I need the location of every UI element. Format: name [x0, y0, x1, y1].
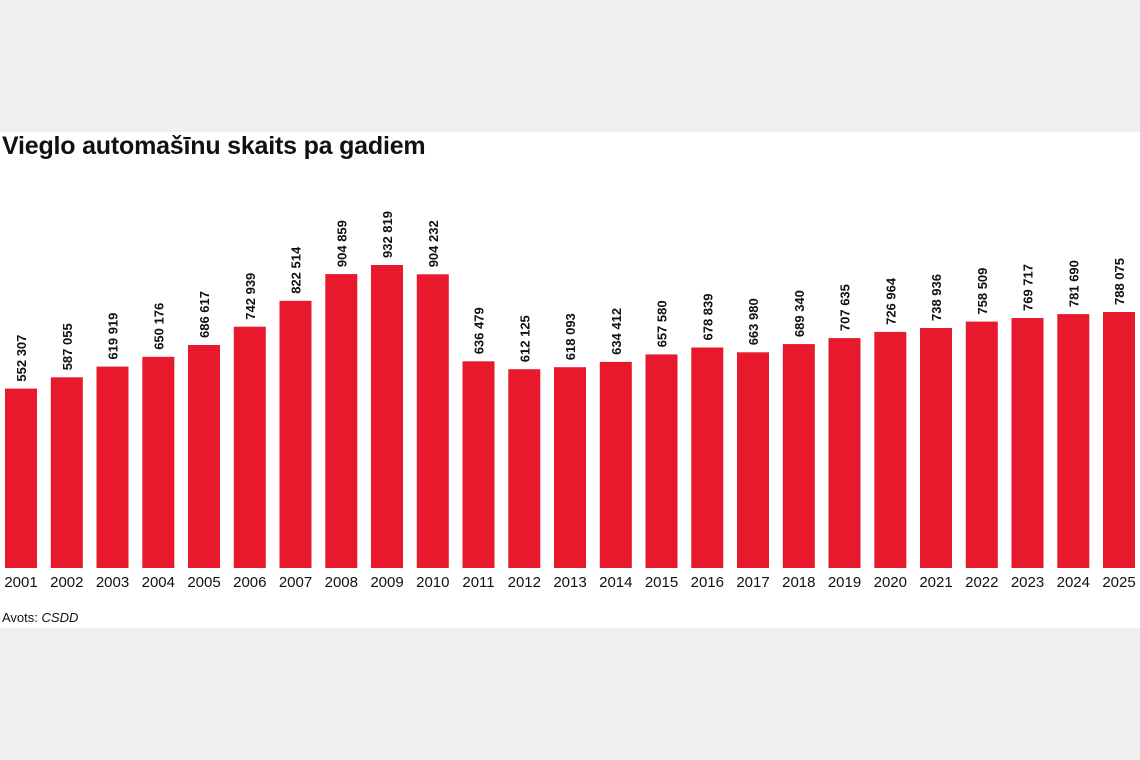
value-label: 904 859	[334, 220, 349, 267]
bar-2011	[462, 361, 495, 568]
chart-title: Vieglo automašīnu skaits pa gadiem	[2, 132, 426, 160]
bar-2021	[920, 328, 952, 568]
bar-2020	[874, 331, 907, 568]
value-label: 738 936	[929, 274, 944, 321]
year-label: 2022	[965, 574, 998, 591]
value-label: 726 964	[883, 277, 898, 325]
year-label: 2023	[1011, 574, 1044, 591]
year-label: 2003	[96, 574, 129, 591]
value-label: 689 340	[792, 290, 807, 337]
bar-2013	[554, 367, 586, 568]
value-label: 618 093	[563, 313, 578, 360]
source-name: CSDD	[41, 610, 79, 625]
year-label: 2020	[874, 574, 907, 591]
value-label: 769 717	[1021, 264, 1036, 311]
bar-2005	[188, 345, 220, 568]
year-label: 2009	[370, 574, 403, 591]
value-label: 650 176	[151, 303, 166, 350]
value-label: 612 125	[517, 315, 532, 362]
value-label: 758 509	[975, 268, 990, 315]
year-label: 2021	[919, 574, 952, 591]
bar-2015	[645, 354, 678, 568]
bar-2014	[599, 361, 632, 568]
year-label: 2019	[828, 574, 861, 591]
bar-2004	[142, 356, 175, 568]
value-label: 663 980	[746, 298, 761, 345]
source-note: Avots: CSDD	[2, 610, 78, 625]
year-label: 2007	[279, 574, 312, 591]
source-prefix: Avots:	[2, 610, 38, 625]
bar-2006	[233, 326, 266, 568]
bar-2008	[325, 274, 358, 568]
value-label: 587 055	[60, 323, 75, 370]
year-label: 2011	[462, 574, 494, 591]
value-label: 619 919	[106, 313, 121, 360]
value-label: 707 635	[838, 284, 853, 331]
bar-2003	[96, 366, 129, 568]
bar-2019	[828, 338, 861, 568]
year-label: 2025	[1102, 574, 1135, 591]
value-label: 686 617	[197, 291, 212, 338]
year-label: 2010	[416, 574, 449, 591]
value-label: 742 939	[243, 273, 258, 320]
year-label: 2008	[325, 574, 358, 591]
value-label: 636 479	[472, 307, 487, 354]
year-label: 2001	[4, 574, 37, 591]
year-label: 2006	[233, 574, 266, 591]
bar-2009	[371, 265, 403, 568]
value-label: 781 690	[1066, 260, 1081, 307]
bar-2017	[737, 352, 769, 568]
value-label: 657 580	[655, 300, 670, 347]
year-label: 2004	[142, 574, 175, 591]
bar-chart: 552 307 2001 587 055 2002 619 919 2003 650 176…	[4, 211, 1135, 591]
year-label: 2012	[508, 574, 541, 591]
year-label: 2013	[553, 574, 586, 591]
value-label: 904 232	[426, 220, 441, 267]
bar-2010	[416, 274, 449, 568]
bar-2018	[782, 344, 815, 568]
value-label: 788 075	[1112, 258, 1127, 305]
bar-2024	[1057, 314, 1090, 568]
year-label: 2014	[599, 574, 632, 591]
value-label: 822 514	[289, 246, 304, 294]
chart-card: Vieglo automašīnu skaits pa gadiem 552 3…	[0, 132, 1140, 628]
bar-2012	[508, 369, 541, 568]
value-label: 932 819	[380, 211, 395, 258]
bar-2002	[50, 377, 83, 568]
year-label: 2024	[1057, 574, 1090, 591]
value-label: 634 412	[609, 308, 624, 355]
bar-2001	[5, 388, 37, 568]
bar-2016	[691, 347, 724, 568]
year-label: 2002	[50, 574, 83, 591]
year-label: 2018	[782, 574, 815, 591]
year-label: 2017	[736, 574, 769, 591]
value-label: 678 839	[700, 294, 715, 341]
bar-2022	[965, 321, 998, 568]
bar-2007	[279, 300, 312, 568]
value-label: 552 307	[14, 335, 29, 382]
year-label: 2016	[691, 574, 724, 591]
year-label: 2015	[645, 574, 678, 591]
bar-2025	[1103, 312, 1135, 568]
bar-2023	[1011, 318, 1044, 568]
year-label: 2005	[187, 574, 220, 591]
